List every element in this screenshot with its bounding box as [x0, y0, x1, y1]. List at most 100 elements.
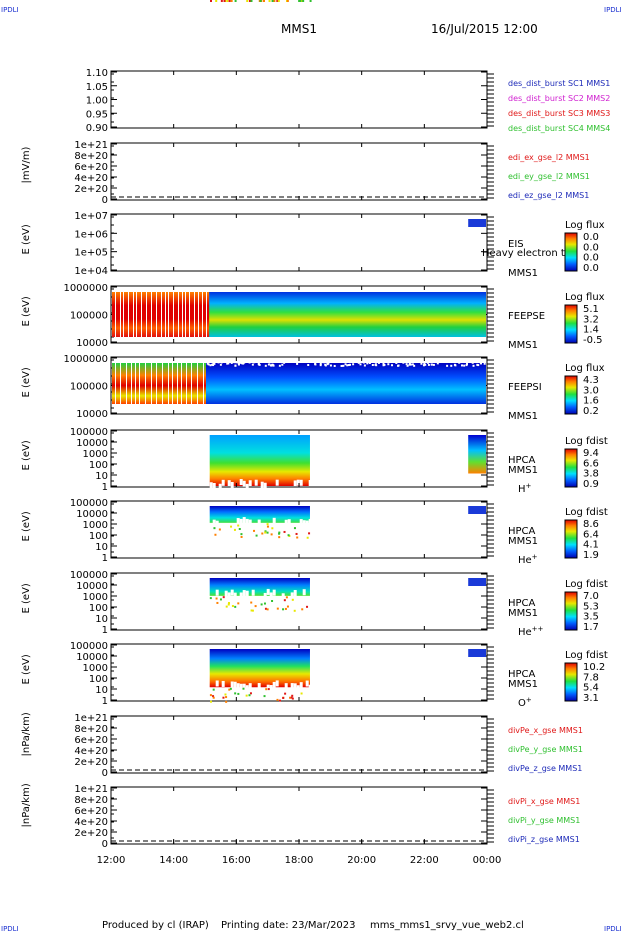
y-tick-label: 0.90	[86, 123, 108, 134]
spectrogram-speckle	[405, 363, 408, 366]
spectrogram-speckle	[295, 532, 298, 535]
spacecraft-label: MMS1	[508, 679, 538, 690]
spectrogram-ragged-edge	[215, 520, 219, 527]
y-tick-label: 1	[102, 625, 108, 636]
spectrogram-ragged-edge	[308, 0, 312, 6]
species-charge: +	[526, 482, 532, 490]
spectrogram-speckle	[230, 0, 233, 2]
spectrogram-speckle	[209, 597, 212, 600]
spacecraft-label: MMS1	[508, 268, 538, 279]
spacecraft-label: MMS1	[508, 340, 538, 351]
spectrogram-block	[209, 435, 310, 486]
spectrogram-gap	[136, 292, 137, 337]
spectrogram-ragged-edge	[269, 592, 273, 599]
colorbar	[564, 591, 578, 631]
y-tick-label: 1e+21	[74, 784, 108, 795]
spectrogram-speckle	[309, 0, 312, 2]
instrument-sub-label: Heavy electron to	[482, 248, 571, 259]
colorbar-tick-label: 8.6	[583, 519, 599, 530]
spectrogram-speckle	[314, 362, 317, 365]
spectrogram-gap	[165, 292, 166, 337]
instrument-label: FEEPSI	[508, 382, 542, 393]
spectrogram-ragged-edge	[227, 480, 231, 487]
spectrogram-speckle	[246, 0, 249, 2]
spectrogram-ragged-edge	[293, 589, 297, 596]
spectrogram-speckle	[284, 607, 287, 610]
species-charge: ++	[532, 625, 544, 633]
spectrogram-gap	[123, 292, 124, 337]
y-tick-label: 10000	[76, 338, 108, 349]
spectrogram-speckle	[287, 534, 290, 537]
spectrogram-speckle	[308, 532, 311, 535]
spectrogram-speckle	[263, 0, 266, 2]
spectrogram-speckle	[223, 0, 226, 2]
spectrogram-speckle	[240, 533, 243, 536]
spectrogram-content	[112, 361, 486, 404]
spectrogram-ragged-edge	[230, 681, 234, 688]
spectrogram-speckle	[250, 601, 253, 604]
spectrogram-speckle	[251, 363, 254, 366]
spectrogram-speckle	[466, 363, 469, 366]
colorbar-title: Log fdist	[565, 436, 608, 447]
spectrogram-speckle	[242, 362, 245, 365]
spacecraft-label: MMS1	[508, 465, 538, 476]
spectrogram-ragged-edge	[305, 680, 309, 687]
species-charge: +	[532, 553, 538, 561]
spectrogram-speckle	[408, 362, 411, 365]
spectrogram-speckle	[420, 362, 423, 365]
spectrogram-speckle	[408, 363, 411, 366]
legend-entry: edi_ex_gse_l2 MMS1	[508, 153, 590, 162]
species-label: H+	[518, 482, 532, 495]
spectrogram-speckle	[214, 533, 217, 536]
spectrogram-speckle	[476, 363, 479, 366]
spectrogram-gap	[126, 363, 127, 404]
colorbar-title: Log flux	[565, 363, 605, 374]
y-tick-label: 6e+20	[74, 162, 108, 173]
spectrogram-speckle	[215, 597, 218, 600]
spectrogram-speckle	[222, 696, 225, 699]
spectrogram-ragged-edge	[212, 519, 216, 526]
instrument-label: HPCA	[508, 526, 536, 537]
colorbar-title: Log fdist	[565, 507, 608, 518]
colorbar-tick-label: 1.4	[583, 325, 599, 336]
spectrogram-speckle	[251, 609, 254, 612]
spectrogram-speckle	[245, 694, 248, 697]
colorbar-tick-label: 5.1	[583, 304, 599, 315]
colorbar-tick-label: 0.9	[583, 479, 599, 490]
spectrogram-speckle	[423, 362, 426, 365]
panel-frame	[110, 715, 488, 774]
x-tick-label: 16:00	[222, 855, 251, 866]
spectrogram-speckle	[286, 605, 289, 608]
footer-printing-date: Printing date: 23/Mar/2023	[221, 920, 356, 931]
spectrogram-speckle	[479, 362, 482, 365]
spectrogram-band-early	[112, 363, 206, 404]
spectrogram-late-patch	[468, 435, 486, 474]
spectrogram-speckle	[254, 605, 257, 608]
colorbar-tick-label: 3.2	[583, 314, 599, 325]
spectrogram-speckle	[224, 693, 227, 696]
spectrogram-speckle	[215, 0, 218, 2]
colorbar-tick-label: 6.6	[583, 458, 599, 469]
y-tick-label: 1000	[83, 663, 108, 674]
spectrogram-ragged-edge	[302, 520, 306, 527]
spectrogram-speckle	[213, 362, 216, 365]
y-axis-label: E (eV)	[21, 367, 32, 397]
spectrogram-speckle	[225, 696, 228, 699]
spectrogram-speckle	[307, 364, 310, 367]
y-tick-label: 10	[95, 542, 108, 553]
spectrogram-ragged-edge	[212, 0, 216, 6]
spectrogram-gap	[146, 292, 147, 337]
colorbar-tick-label: 0.0	[583, 263, 599, 274]
spectrogram-speckle	[217, 361, 220, 364]
colorbar-tick-label: 9.4	[583, 448, 599, 459]
spectrogram-ragged-edge	[245, 518, 249, 525]
spectrogram-ragged-edge	[236, 518, 240, 525]
spectrogram-speckle	[397, 364, 400, 367]
y-tick-label: 1000	[83, 592, 108, 603]
spectrogram-gap	[133, 292, 134, 337]
spectrogram-ragged-edge	[296, 479, 300, 486]
spectrogram-ragged-edge	[305, 0, 309, 6]
legend-entry: edi_ez_gse_l2 MMS1	[508, 191, 589, 200]
legend-entry: divPe_z_gse MMS1	[508, 764, 582, 773]
